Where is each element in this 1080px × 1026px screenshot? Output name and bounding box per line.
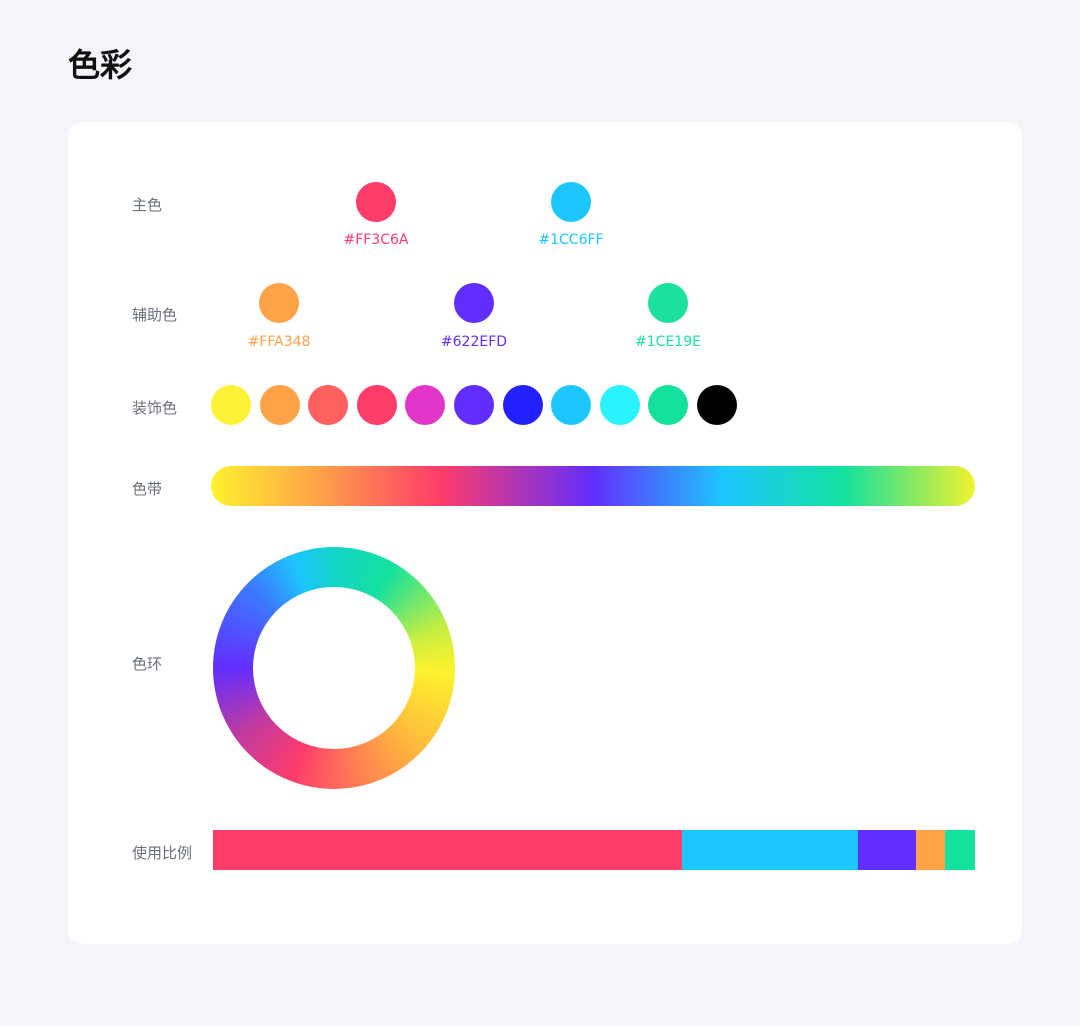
decorative-swatch xyxy=(356,385,397,425)
decorative-swatch xyxy=(454,385,494,425)
usage-ratio-bar xyxy=(213,830,975,870)
decorative-swatch xyxy=(211,385,251,425)
color-band xyxy=(211,466,975,506)
ratio-segment xyxy=(213,830,683,870)
hex-code: #1CC6FF xyxy=(538,232,604,248)
decorative-swatch xyxy=(648,385,689,425)
decorative-swatch xyxy=(502,385,543,425)
hex-code: #FFA348 xyxy=(247,334,311,350)
primary-swatch xyxy=(551,182,591,222)
ratio-segment xyxy=(682,830,858,870)
color-wheel xyxy=(213,547,455,789)
primary-swatch xyxy=(356,182,396,222)
secondary-label: 辅助色 xyxy=(132,306,178,324)
decorative-swatch xyxy=(405,385,446,425)
ratio-label: 使用比例 xyxy=(132,844,193,862)
decorative-swatch xyxy=(308,385,349,425)
secondary-swatch xyxy=(648,283,688,323)
ratio-segment xyxy=(945,830,975,870)
page-title: 色彩 xyxy=(68,46,133,84)
ratio-segment xyxy=(916,830,946,870)
color-card: 主色 辅助色 装饰色 色带 色环 使用比例 #FF3C6A #1CC6FF #FFA… xyxy=(68,122,1022,944)
primary-label: 主色 xyxy=(132,196,163,214)
decorative-label: 装饰色 xyxy=(132,399,178,417)
band-label: 色带 xyxy=(132,480,163,498)
decorative-swatch xyxy=(697,385,737,425)
secondary-swatch xyxy=(259,283,299,323)
wheel-label: 色环 xyxy=(132,655,163,673)
decorative-swatch xyxy=(599,385,640,425)
decorative-swatch xyxy=(259,385,300,425)
decorative-swatch xyxy=(551,385,592,425)
ratio-segment xyxy=(857,830,917,870)
hex-code: #FF3C6A xyxy=(343,232,409,248)
hex-code: #1CE19E xyxy=(635,334,701,350)
hex-code: #622EFD xyxy=(440,334,508,350)
secondary-swatch xyxy=(454,283,494,323)
